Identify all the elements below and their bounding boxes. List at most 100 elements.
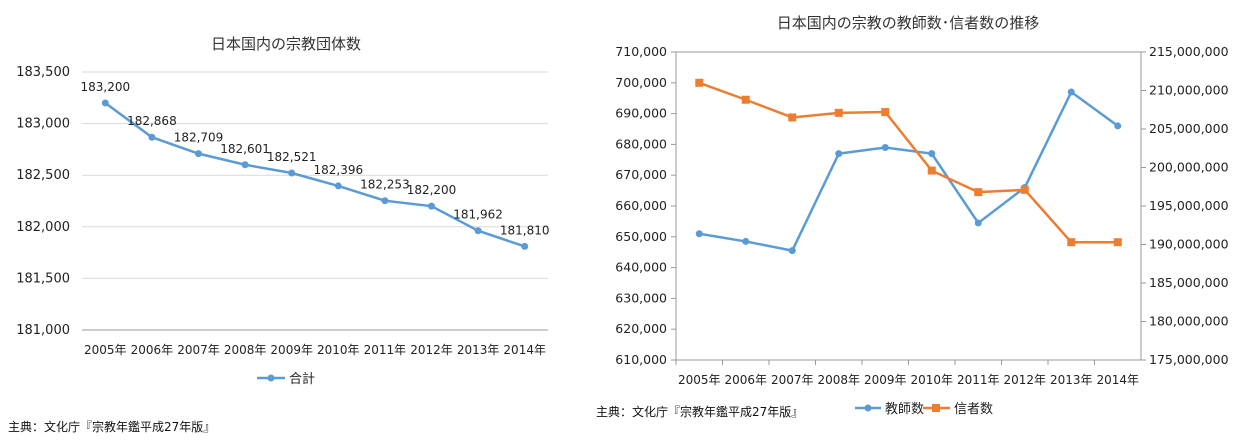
data-point-teachers: [788, 247, 796, 255]
series-line-teachers: [699, 90, 1119, 253]
y-tick-label-left: 680,000: [615, 136, 667, 151]
data-point-teachers: [742, 237, 750, 245]
data-point: [334, 182, 342, 190]
y-tick-label-left: 620,000: [615, 321, 667, 336]
legend-marker-believers: [932, 404, 940, 412]
data-point: [101, 99, 109, 107]
y-tick-label: 182,000: [16, 220, 70, 235]
x-tick-label: 2008年: [817, 373, 860, 387]
chart1-legend: 合計: [257, 371, 315, 387]
data-point-teachers: [928, 150, 936, 158]
data-point-believers: [834, 108, 843, 117]
data-point-teachers: [695, 230, 703, 238]
x-tick-label: 2012年: [410, 343, 453, 357]
data-point: [288, 169, 296, 177]
x-tick-label: 2013年: [457, 343, 500, 357]
x-tick-label: 2011年: [364, 343, 407, 357]
data-point-believers: [695, 78, 704, 87]
data-point: [428, 202, 435, 210]
x-tick-label: 2006年: [131, 343, 174, 357]
y-tick-label-right: 195,000,000: [1149, 198, 1229, 213]
x-tick-label: 2005年: [84, 343, 127, 357]
data-point: [521, 242, 529, 250]
data-point-believers: [788, 113, 797, 122]
y-tick-label: 181,000: [16, 323, 70, 338]
legend-label-teachers: 教師数: [885, 401, 924, 417]
y-tick-label-right: 200,000,000: [1149, 160, 1229, 175]
chart2-title: 日本国内の宗教の教師数･信者数の推移: [777, 14, 1040, 32]
x-tick-label: 2009年: [864, 373, 907, 387]
data-label: 182,396: [313, 163, 363, 177]
data-point-believers: [881, 108, 890, 117]
data-label: 182,601: [220, 142, 270, 156]
x-tick-label: 2010年: [317, 343, 360, 357]
source-note-right: 主典：文化庁『宗教年鑑平成27年版』: [596, 405, 804, 419]
data-point-believers: [741, 95, 750, 104]
x-tick-label: 2008年: [224, 343, 267, 357]
y-tick-label-left: 610,000: [615, 352, 667, 367]
y-tick-label-left: 670,000: [615, 167, 667, 182]
data-point-believers: [1113, 238, 1122, 247]
x-tick-label: 2014年: [503, 343, 546, 357]
legend-marker-teachers: [864, 404, 872, 412]
data-point-teachers: [1114, 122, 1122, 130]
x-tick-label: 2009年: [270, 343, 313, 357]
data-label: 182,868: [127, 114, 177, 128]
data-point: [241, 161, 249, 169]
data-point-believers: [974, 188, 983, 197]
chart1-title: 日本国内の宗教団体数: [211, 35, 361, 53]
data-point-believers: [927, 166, 936, 175]
y-tick-label-right: 175,000,000: [1149, 352, 1229, 367]
data-point-teachers: [1067, 88, 1075, 96]
data-label: 182,709: [174, 131, 224, 145]
y-tick-label-right: 210,000,000: [1149, 83, 1229, 98]
y-tick-label-left: 630,000: [615, 290, 667, 305]
y-tick-label-left: 710,000: [615, 44, 667, 59]
y-tick-label: 183,500: [16, 65, 70, 80]
data-point-teachers: [974, 219, 982, 227]
legend-marker-total: [267, 374, 275, 382]
x-tick-label: 2010年: [910, 373, 953, 387]
data-label: 182,200: [407, 183, 457, 197]
data-label: 183,200: [80, 80, 130, 94]
data-point: [148, 133, 156, 141]
data-point-believers: [1067, 238, 1076, 247]
series-line-total: [104, 101, 526, 248]
x-tick-label: 2013年: [1050, 373, 1093, 387]
religious-groups-chart: 日本国内の宗教団体数 181,000 181,500 182,000 182,500 1…: [16, 35, 550, 387]
y-tick-label-left: 700,000: [615, 75, 667, 90]
x-tick-label: 2007年: [771, 373, 814, 387]
x-tick-label: 2005年: [678, 373, 721, 387]
x-tick-label: 2007年: [177, 343, 220, 357]
y-tick-label-left: 690,000: [615, 106, 667, 121]
y-tick-label: 182,500: [16, 168, 70, 183]
series-line-believers: [698, 81, 1118, 244]
y-tick-label: 181,500: [16, 271, 70, 286]
y-tick-label-right: 190,000,000: [1149, 237, 1229, 252]
x-tick-label: 2011年: [957, 373, 1000, 387]
data-point: [474, 227, 482, 235]
y-tick-label-right: 185,000,000: [1149, 275, 1229, 290]
y-tick-label-left: 640,000: [615, 260, 667, 275]
data-point: [381, 197, 389, 205]
source-note-left: 主典：文化庁『宗教年鑑平成27年版』: [8, 420, 216, 434]
y-tick-label: 183,000: [16, 117, 70, 132]
data-label: 181,962: [453, 208, 503, 222]
y-tick-label-right: 180,000,000: [1149, 314, 1229, 329]
x-tick-label: 2006年: [724, 373, 767, 387]
data-point-teachers: [881, 143, 889, 151]
y-tick-label-left: 660,000: [615, 198, 667, 213]
x-tick-label: 2014年: [1096, 373, 1139, 387]
data-label: 182,521: [267, 150, 317, 164]
data-label: 181,810: [500, 223, 550, 237]
x-tick-label: 2012年: [1003, 373, 1046, 387]
legend-label-total: 合計: [289, 371, 315, 387]
data-point: [195, 150, 202, 158]
data-point-teachers: [835, 150, 843, 158]
y-tick-label-left: 650,000: [615, 229, 667, 244]
data-point-teachers: [1021, 184, 1029, 192]
data-label: 182,253: [360, 178, 410, 192]
y-tick-label-right: 205,000,000: [1149, 121, 1229, 136]
legend-label-believers: 信者数: [954, 402, 993, 417]
chart2-legend: 教師数 信者数: [855, 401, 993, 417]
